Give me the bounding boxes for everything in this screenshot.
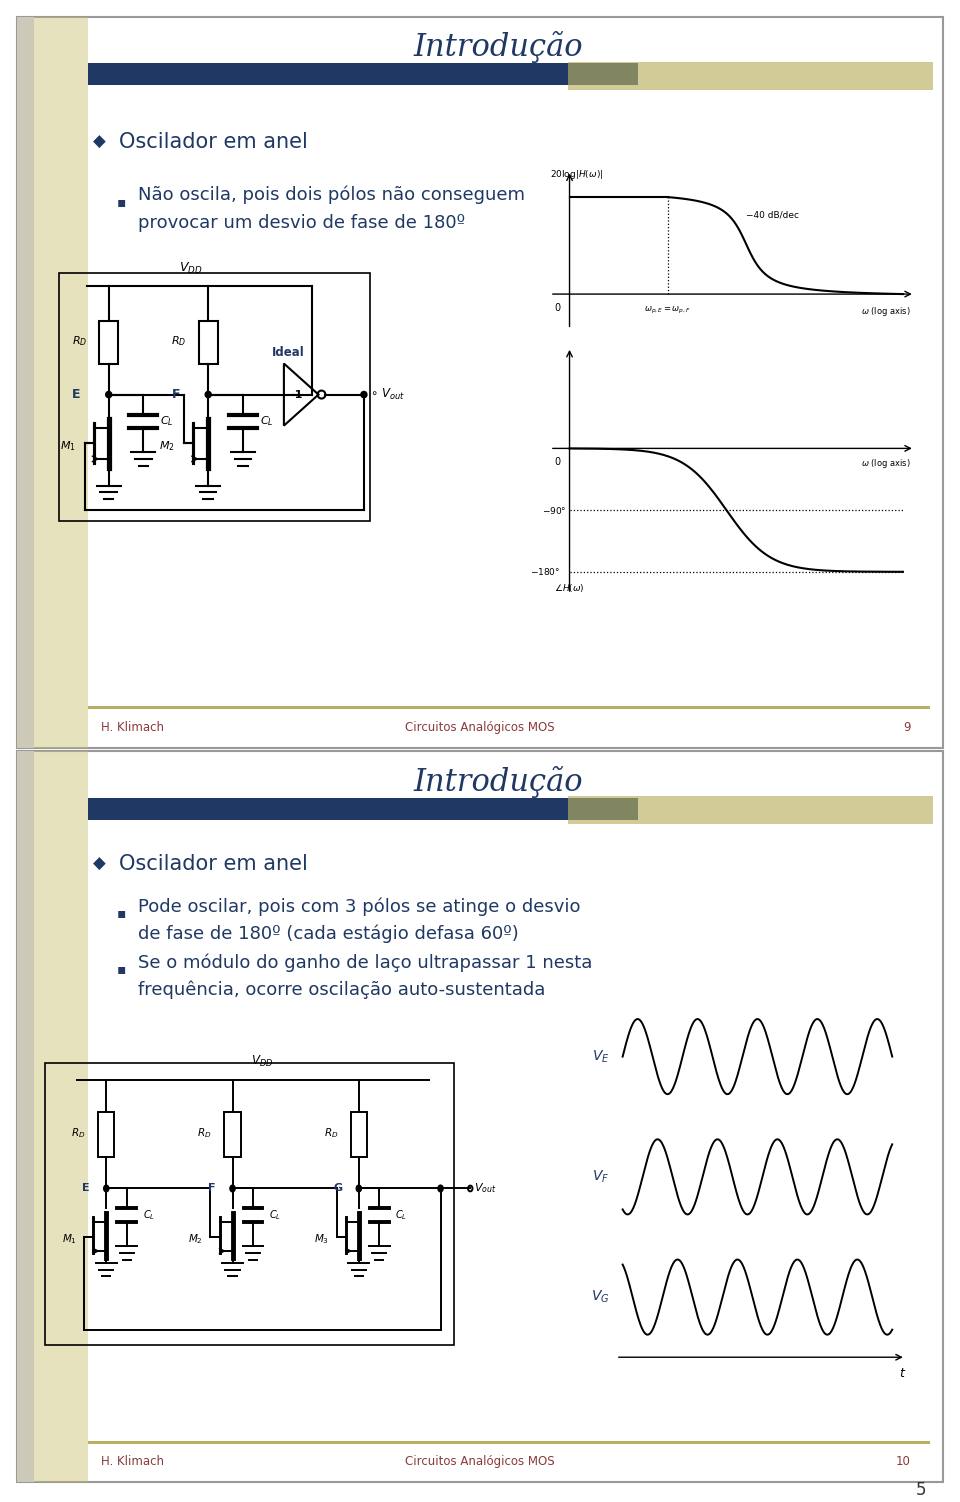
Bar [17,751,34,1482]
Text: Ideal: Ideal [272,345,304,359]
Text: $C_L$: $C_L$ [260,415,274,428]
Text: $V_E$: $V_E$ [591,1048,610,1065]
Bar [87,798,638,820]
Text: H. Klimach: H. Klimach [101,1455,163,1469]
Circle shape [104,1185,108,1193]
Text: $C_L$: $C_L$ [396,1208,408,1221]
Text: $\omega_{p,E}=\omega_{p,F}$: $\omega_{p,E}=\omega_{p,F}$ [644,305,691,317]
Text: $C_L$: $C_L$ [143,1208,156,1221]
Bar [350,1111,367,1157]
Text: $V_G$: $V_G$ [590,1289,610,1305]
Text: $-180°$: $-180°$ [530,566,561,577]
Text: E: E [72,388,81,401]
Text: $20\log|H(\omega)|$: $20\log|H(\omega)|$ [550,168,603,182]
Text: E: E [82,1184,89,1194]
Text: 0: 0 [555,457,561,467]
Circle shape [230,1185,235,1193]
Bar [45,1063,453,1344]
Text: $M_1$: $M_1$ [61,1232,77,1245]
Bar [99,321,118,363]
Text: de fase de 180º (cada estágio defasa 60º): de fase de 180º (cada estágio defasa 60º… [137,925,518,943]
Text: 5: 5 [916,1481,926,1499]
Text: $R_D$: $R_D$ [72,335,87,348]
Text: $M_2$: $M_2$ [188,1232,203,1245]
Text: $V_{DD}$: $V_{DD}$ [180,260,203,276]
Text: $C_L$: $C_L$ [269,1208,281,1221]
Text: $R_D$: $R_D$ [198,1126,212,1140]
Text: provocar um desvio de fase de 180º: provocar um desvio de fase de 180º [137,213,465,231]
Text: $V_{DD}$: $V_{DD}$ [252,1053,274,1068]
Text: Pode oscilar, pois com 3 pólos se atinge o desvio: Pode oscilar, pois com 3 pólos se atinge… [137,898,580,916]
Text: $\angle H(\omega)$: $\angle H(\omega)$ [554,581,585,593]
Text: $M_2$: $M_2$ [159,439,175,452]
Text: $-90°$: $-90°$ [542,505,566,515]
Text: Oscilador em anel: Oscilador em anel [119,132,308,152]
Text: $V_{out}$: $V_{out}$ [474,1182,496,1196]
Bar [87,1440,930,1443]
Circle shape [356,1185,361,1193]
Bar [225,1111,241,1157]
Bar [87,63,638,86]
Text: $V_F$: $V_F$ [592,1169,610,1185]
Text: $\omega$ (log axis): $\omega$ (log axis) [861,305,911,318]
Text: H. Klimach: H. Klimach [101,721,163,734]
Text: ◆: ◆ [93,134,106,152]
Text: $R_D$: $R_D$ [71,1126,85,1140]
Bar [568,796,933,825]
Text: -1: -1 [291,389,303,400]
Text: 9: 9 [902,721,910,734]
Text: −40 dB/dec: −40 dB/dec [746,210,799,219]
Text: $R_D$: $R_D$ [324,1126,338,1140]
Text: $t$: $t$ [899,1367,906,1380]
Text: ▪: ▪ [117,195,127,209]
Text: Se o módulo do ganho de laço ultrapassar 1 nesta: Se o módulo do ganho de laço ultrapassar… [137,954,592,972]
Text: $\circ\ V_{out}$: $\circ\ V_{out}$ [371,388,405,403]
Text: G: G [334,1184,343,1194]
Circle shape [438,1185,444,1193]
Text: $M_3$: $M_3$ [314,1232,329,1245]
Text: 0: 0 [555,303,561,312]
Bar [568,62,933,90]
Bar [17,17,34,748]
Text: Introdução: Introdução [414,766,584,798]
Text: $R_D$: $R_D$ [171,335,186,348]
Bar [59,272,371,521]
Bar [34,751,87,1482]
Circle shape [205,392,211,398]
Circle shape [106,392,111,398]
Bar [199,321,218,363]
Text: ◆: ◆ [93,855,106,873]
Text: Circuitos Analógicos MOS: Circuitos Analógicos MOS [405,721,555,734]
Text: $M_1$: $M_1$ [60,439,76,452]
Text: F: F [208,1184,216,1194]
Text: Oscilador em anel: Oscilador em anel [119,855,308,874]
Text: ▪: ▪ [117,906,127,921]
Text: Introdução: Introdução [414,32,584,63]
Text: Não oscila, pois dois pólos não conseguem: Não oscila, pois dois pólos não consegue… [137,185,524,203]
Circle shape [361,392,367,398]
Text: $C_L$: $C_L$ [160,415,174,428]
Text: F: F [172,388,180,401]
Text: $\omega$ (log axis): $\omega$ (log axis) [861,457,911,470]
Text: Circuitos Analógicos MOS: Circuitos Analógicos MOS [405,1455,555,1469]
Text: frequência, ocorre oscilação auto-sustentada: frequência, ocorre oscilação auto-susten… [137,981,545,999]
Bar [98,1111,114,1157]
Bar [34,17,87,748]
Bar [87,706,930,709]
Text: ▪: ▪ [117,961,127,976]
Text: 10: 10 [896,1455,910,1469]
